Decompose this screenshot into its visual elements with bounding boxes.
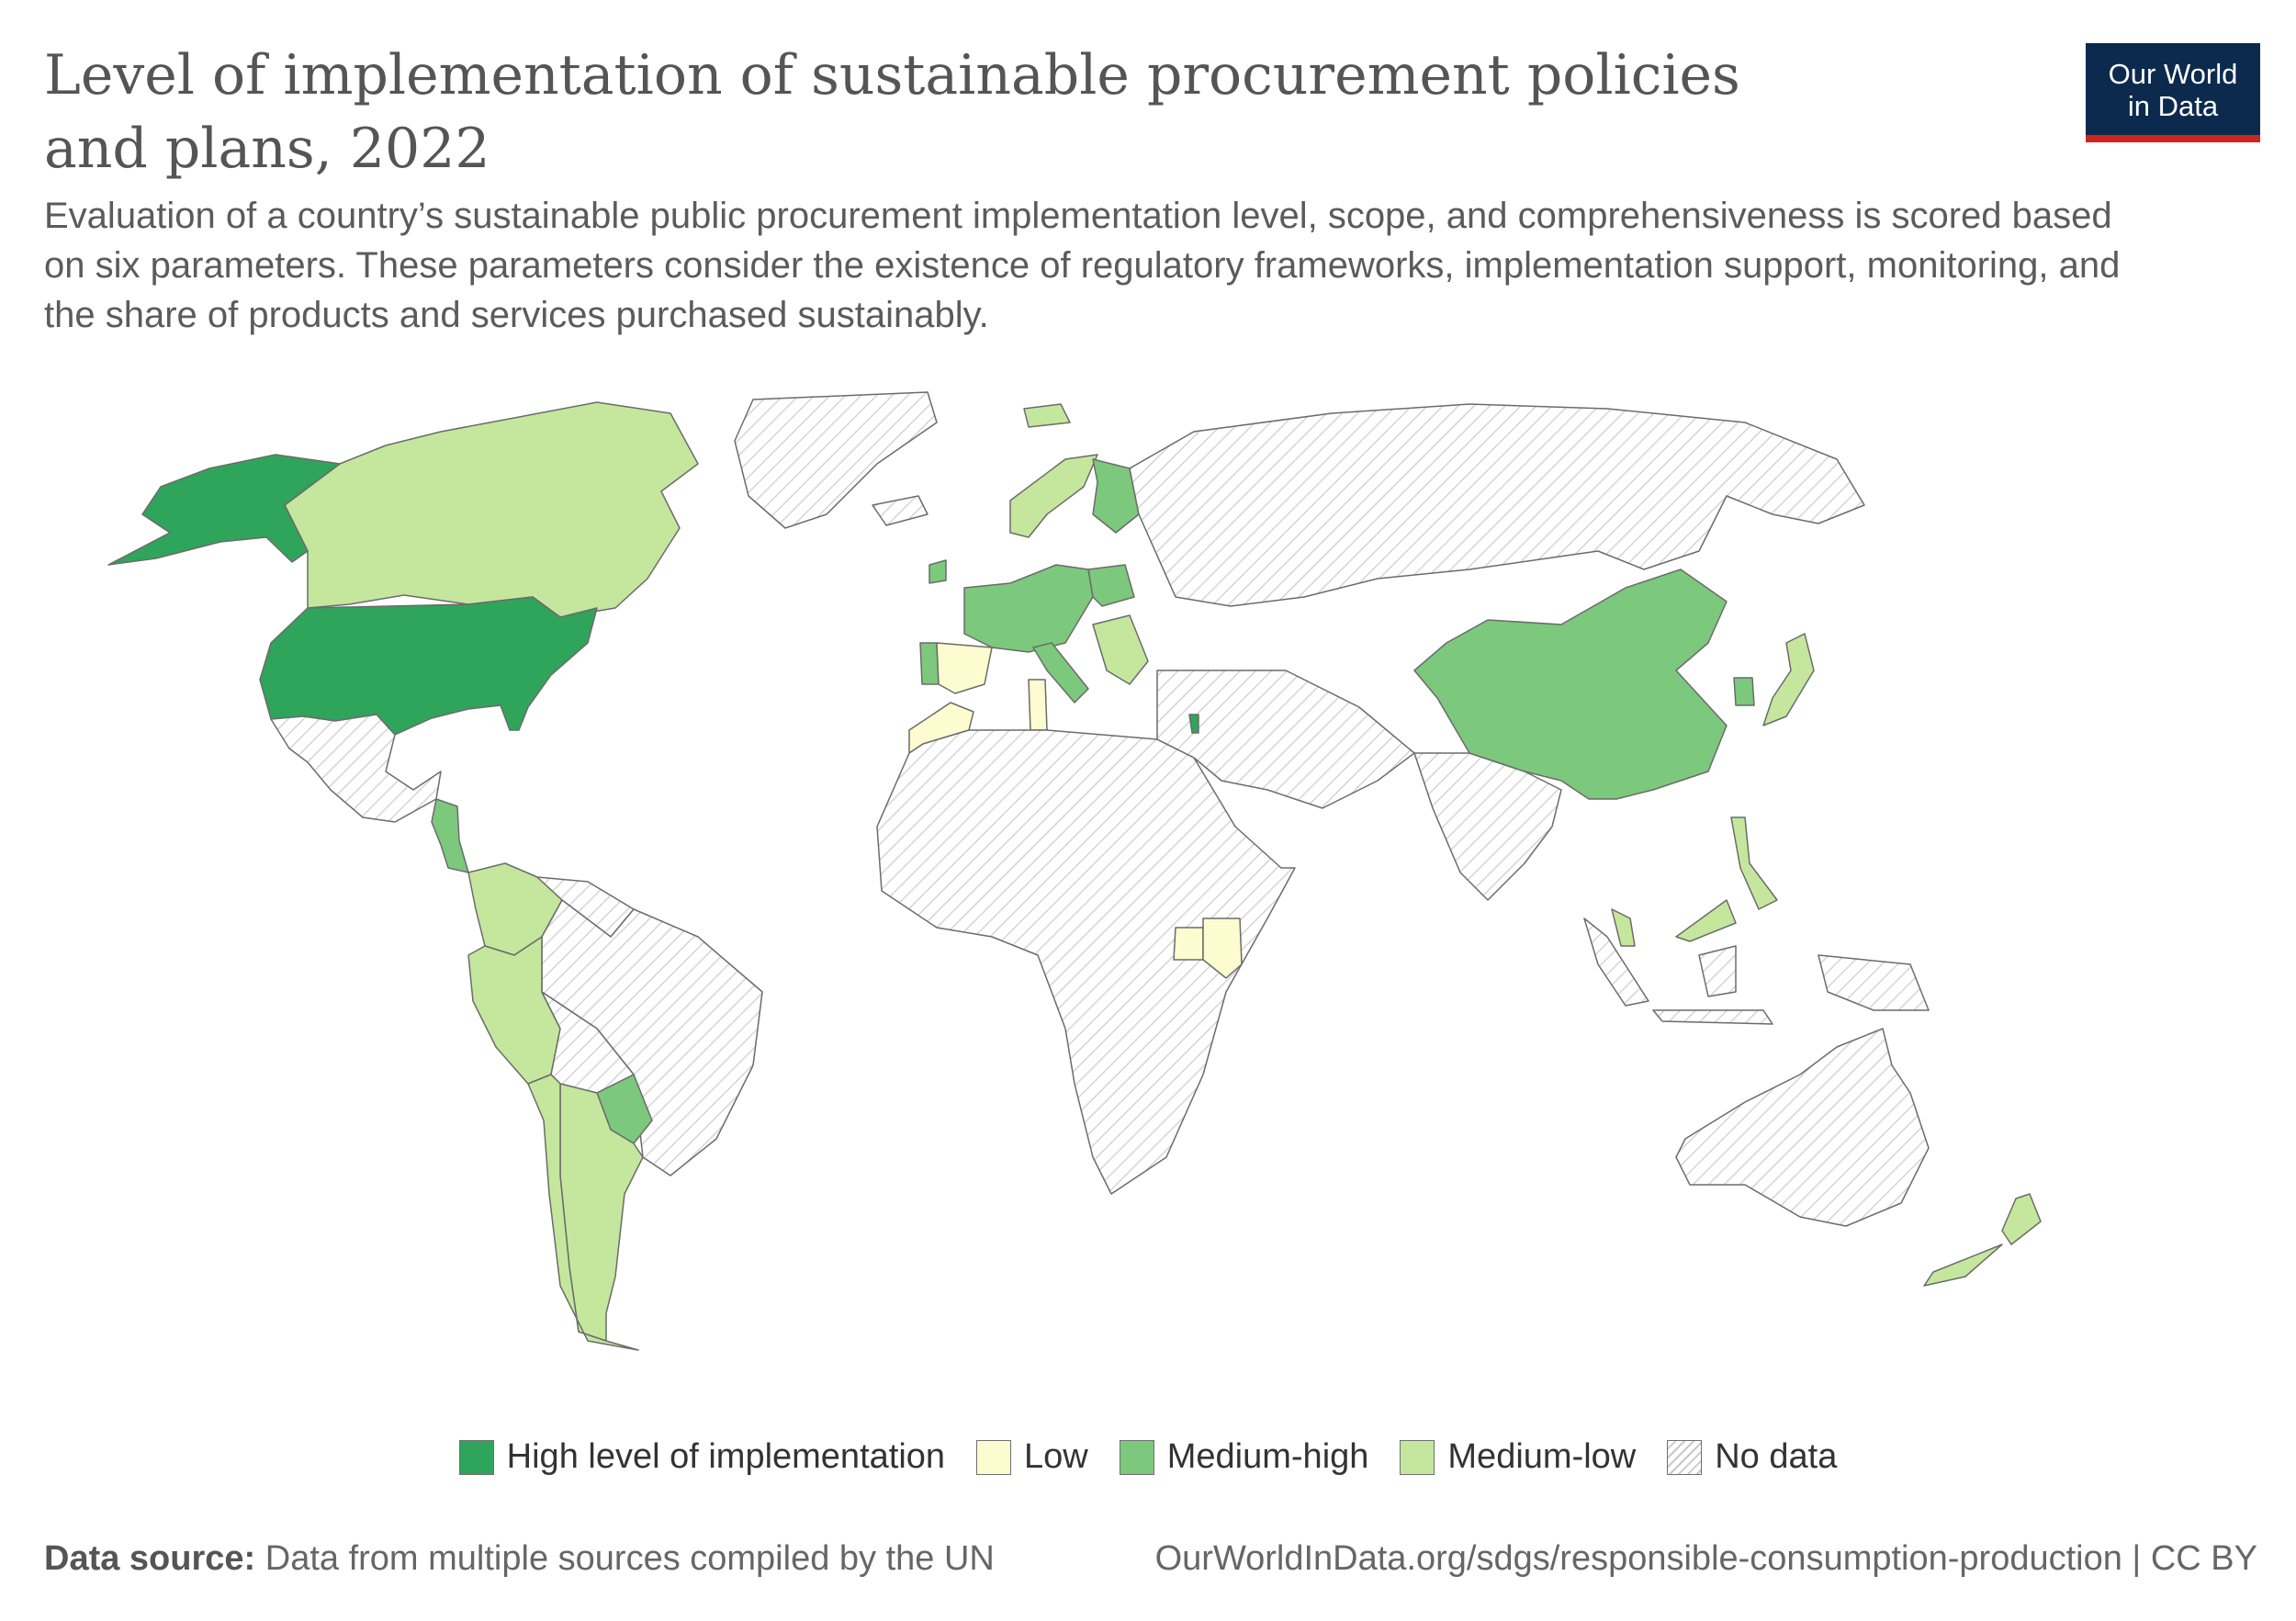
country-greenland[interactable] [734, 391, 938, 529]
country-south-korea[interactable] [1733, 677, 1755, 706]
country-iceland[interactable] [872, 495, 929, 526]
owid-logo[interactable]: Our World in Data [2086, 43, 2260, 142]
country-indonesia[interactable] [1583, 917, 1930, 1025]
country-svalbard[interactable] [1023, 403, 1071, 428]
logo-line-2: in Data [2127, 90, 2219, 122]
legend-swatch-medium-low [1400, 1439, 1435, 1475]
logo-line-1: Our World [2108, 58, 2238, 90]
country-tunisia[interactable] [1028, 679, 1048, 731]
country-australia[interactable] [1675, 1028, 1930, 1227]
data-source: Data source: Data from multiple sources … [44, 1539, 995, 1579]
legend-item-no-data[interactable]: No data [1667, 1437, 1837, 1477]
region-balkans[interactable] [1092, 614, 1149, 685]
legend-label-medium-high: Medium-high [1166, 1437, 1369, 1476]
legend-label-low: Low [1024, 1437, 1088, 1476]
country-spain[interactable] [936, 642, 993, 694]
legend-label-no-data: No data [1715, 1437, 1838, 1476]
legend-label-high: High level of implementation [506, 1437, 946, 1476]
country-philippines[interactable] [1730, 816, 1778, 910]
region-africa[interactable] [876, 729, 1296, 1195]
chart-title: Level of implementation of sustainable p… [44, 43, 1740, 181]
country-mexico[interactable] [270, 714, 442, 823]
country-uganda[interactable] [1173, 927, 1204, 961]
legend: High level of implementation Low Medium-… [0, 1437, 2296, 1477]
country-new-zealand[interactable] [1923, 1193, 2042, 1287]
country-russia[interactable] [1129, 403, 1865, 607]
data-source-text: Data from multiple sources compiled by t… [264, 1539, 995, 1578]
country-poland[interactable] [1087, 564, 1135, 607]
country-norway[interactable] [1009, 454, 1098, 538]
legend-swatch-no-data [1667, 1439, 1703, 1475]
region-middle-east[interactable] [1156, 670, 1415, 809]
data-source-label: Data source: [44, 1539, 256, 1578]
country-chile[interactable] [527, 1074, 639, 1351]
legend-swatch-low [976, 1439, 1012, 1475]
legend-swatch-high [458, 1439, 494, 1475]
country-china[interactable] [1413, 568, 1728, 800]
country-alaska[interactable] [107, 454, 341, 566]
country-kenya[interactable] [1202, 917, 1243, 979]
country-portugal[interactable] [919, 642, 940, 685]
country-ireland[interactable] [929, 559, 947, 584]
legend-swatch-medium-high [1119, 1439, 1154, 1475]
region-central-america[interactable] [431, 798, 469, 873]
footer: Data source: Data from multiple sources … [44, 1539, 2257, 1579]
legend-item-medium-high[interactable]: Medium-high [1119, 1437, 1369, 1477]
country-canada[interactable] [284, 401, 699, 618]
country-usa[interactable] [259, 596, 598, 736]
country-malaysia[interactable] [1611, 899, 1737, 947]
world-map[interactable] [0, 367, 2296, 1405]
chart-subtitle: Evaluation of a country’s sustainable pu… [44, 196, 2121, 335]
legend-label-medium-low: Medium-low [1447, 1437, 1637, 1476]
source-url-link[interactable]: OurWorldInData.org/sdgs/responsible-cons… [1154, 1539, 2257, 1578]
legend-item-low[interactable]: Low [976, 1437, 1088, 1477]
country-japan[interactable] [1762, 633, 1815, 726]
country-israel[interactable] [1188, 714, 1199, 734]
country-italy[interactable] [1032, 642, 1089, 704]
legend-item-medium-low[interactable]: Medium-low [1400, 1437, 1636, 1477]
region-western-europe[interactable] [963, 564, 1094, 653]
legend-item-high[interactable]: High level of implementation [458, 1437, 946, 1477]
